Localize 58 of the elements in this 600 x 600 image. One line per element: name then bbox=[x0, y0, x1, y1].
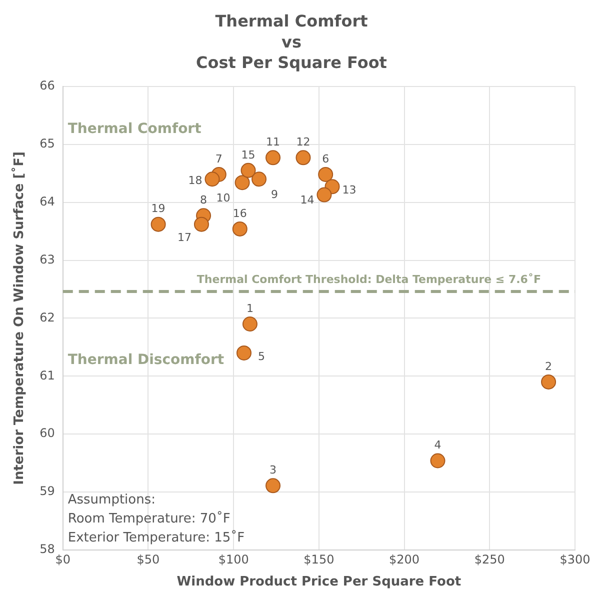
annotation: 10 bbox=[216, 191, 230, 204]
point bbox=[266, 478, 281, 494]
y-tick-label: 61 bbox=[40, 368, 55, 382]
annotation: 17 bbox=[177, 231, 192, 244]
point bbox=[232, 221, 248, 236]
x-tick-label: $200 bbox=[389, 552, 420, 566]
x-tick-label: $300 bbox=[560, 552, 590, 566]
y-tick-label: 59 bbox=[40, 484, 55, 498]
x-tick-label: $250 bbox=[474, 552, 505, 566]
chart-title: Thermal Comfort vs Cost Per Square Foot bbox=[196, 12, 388, 72]
point bbox=[430, 453, 446, 468]
point bbox=[252, 172, 267, 187]
x-tick-label: $150 bbox=[304, 552, 334, 566]
annotation: 16 bbox=[232, 206, 247, 220]
annotation: 4 bbox=[434, 438, 442, 452]
annotation: 2 bbox=[545, 360, 552, 373]
x-tick-label: $0 bbox=[55, 552, 71, 566]
annotation: Assumptions: Room Temperature: 70˚F Exterior Temperature: 15˚F bbox=[68, 492, 245, 546]
point bbox=[236, 345, 252, 360]
annotation: Thermal Comfort bbox=[68, 120, 202, 137]
annotation: 9 bbox=[271, 188, 278, 201]
annotation: 8 bbox=[200, 193, 208, 206]
point bbox=[240, 162, 256, 178]
point bbox=[242, 316, 258, 332]
annotation: 19 bbox=[151, 202, 166, 216]
point bbox=[316, 187, 332, 202]
annotation: 18 bbox=[188, 174, 202, 187]
x-tick-label: $100 bbox=[218, 552, 249, 566]
y-tick-label: 58 bbox=[40, 542, 55, 556]
point bbox=[150, 216, 166, 232]
y-tick-label: 66 bbox=[40, 78, 55, 93]
point bbox=[318, 166, 334, 182]
annotation: 12 bbox=[296, 136, 310, 149]
y-tick-label: 64 bbox=[40, 194, 55, 208]
annotation: Thermal Discomfort bbox=[68, 352, 224, 368]
point bbox=[234, 175, 250, 190]
y-tick-label: 60 bbox=[40, 426, 55, 440]
y-tick-label: 62 bbox=[40, 310, 55, 324]
annotation: 14 bbox=[300, 194, 314, 207]
point bbox=[541, 374, 556, 390]
point bbox=[204, 172, 220, 187]
annotation: 13 bbox=[342, 184, 356, 197]
annotation: 5 bbox=[258, 350, 265, 363]
annotation: 15 bbox=[241, 148, 256, 162]
annotation: 1 bbox=[246, 302, 254, 315]
y-axis-title: Interior Temperature On Window Surface [˚F] bbox=[11, 152, 28, 485]
x-tick-label: $50 bbox=[136, 552, 160, 566]
point bbox=[194, 216, 209, 232]
annotation: 11 bbox=[266, 136, 280, 149]
x-axis-title: Window Product Price Per Square Foot bbox=[176, 574, 462, 590]
y-tick-label: 65 bbox=[40, 136, 55, 150]
point bbox=[296, 150, 311, 166]
annotation: 7 bbox=[215, 152, 222, 166]
y-tick-label: 63 bbox=[40, 252, 55, 266]
annotation: 6 bbox=[322, 152, 330, 166]
annotation: 3 bbox=[270, 464, 277, 477]
ref-line-label: Thermal Comfort Threshold: Delta Temperature ≤ 7.6˚F bbox=[196, 272, 541, 286]
point bbox=[266, 150, 281, 166]
